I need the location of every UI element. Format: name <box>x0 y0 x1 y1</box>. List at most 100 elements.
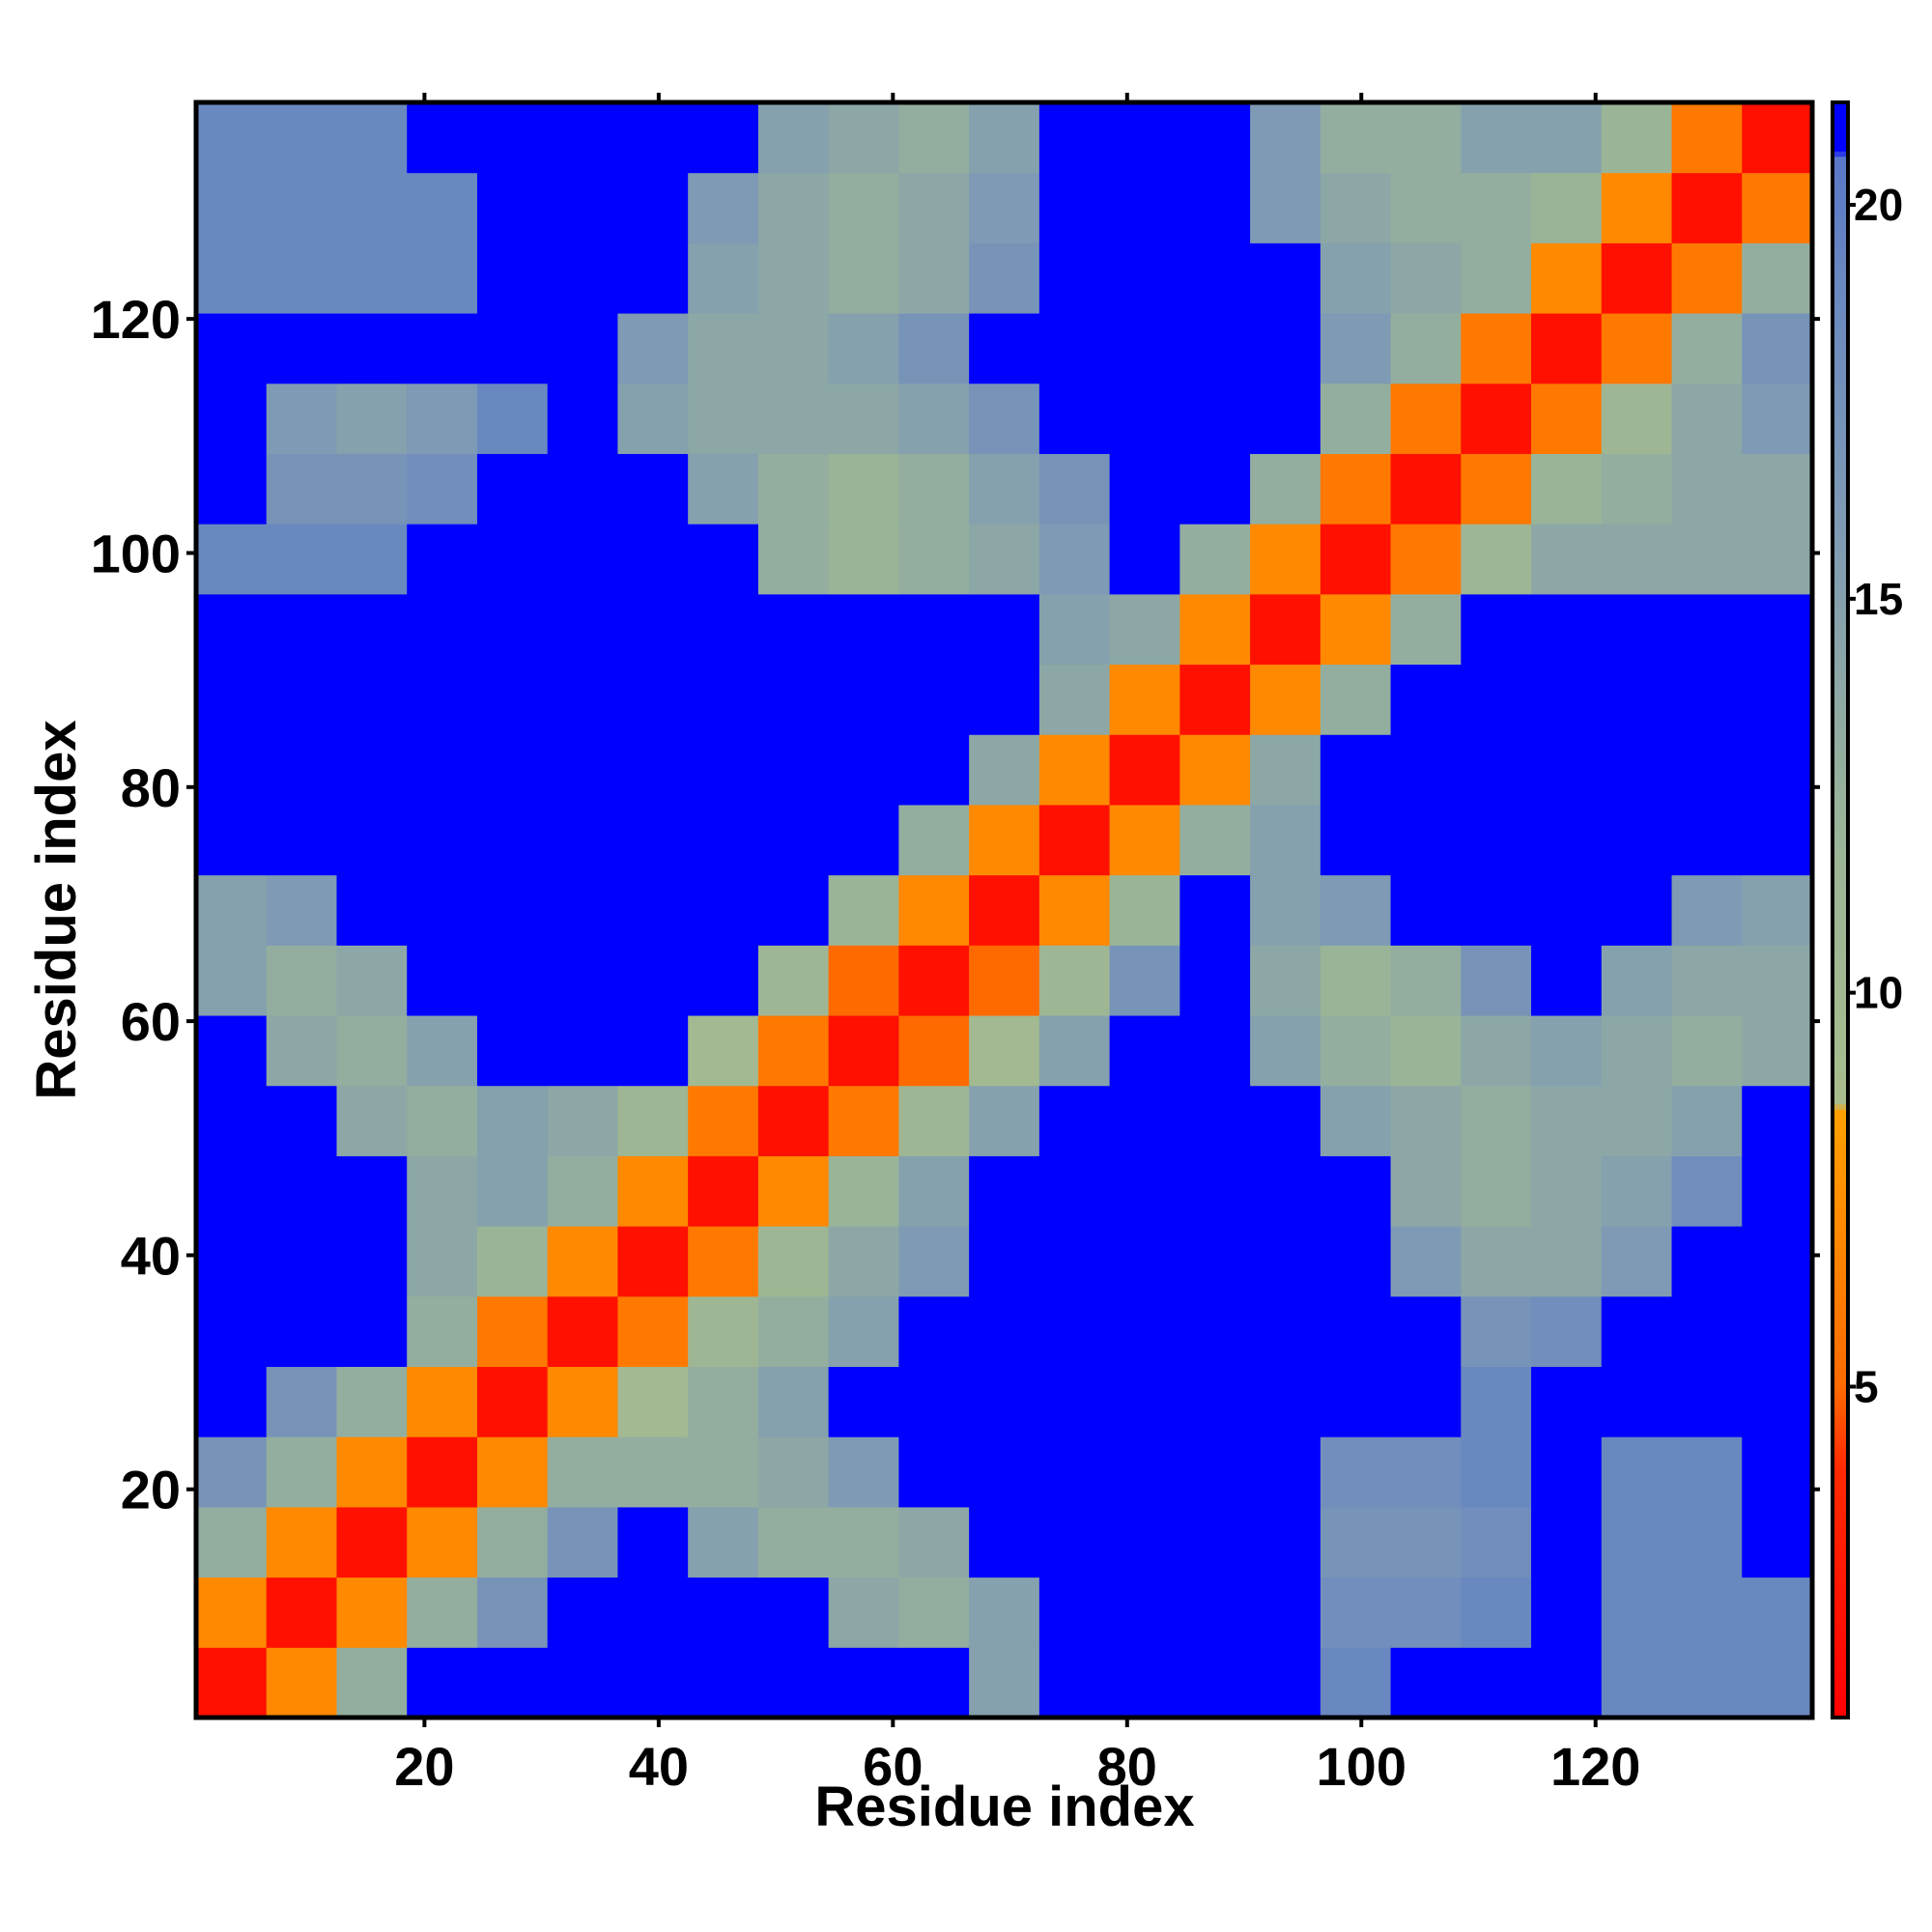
heatmap-cell <box>1320 1577 1392 1648</box>
colorbar-step <box>1833 377 1848 384</box>
heatmap-cell <box>336 1647 408 1719</box>
heatmap-cell <box>688 383 759 454</box>
heatmap-cell <box>828 453 899 525</box>
heatmap-cell <box>1601 1295 1673 1368</box>
heatmap-cell <box>1601 1577 1673 1648</box>
y-tick-label: 40 <box>121 1225 181 1286</box>
heatmap-cell <box>898 1015 970 1087</box>
heatmap-cell <box>1320 1226 1392 1297</box>
heatmap-cell <box>407 102 478 174</box>
heatmap-cell <box>547 1647 618 1719</box>
heatmap-cell <box>1320 874 1392 946</box>
heatmap-cell <box>757 1085 830 1156</box>
y-tick-label: 80 <box>121 757 181 818</box>
colorbar-step <box>1833 764 1848 771</box>
colorbar-step <box>1833 1641 1848 1649</box>
heatmap-cell <box>1390 172 1462 243</box>
heatmap-cell <box>266 1436 337 1508</box>
heatmap-cell <box>1320 1506 1392 1578</box>
colorbar-step <box>1833 1028 1848 1035</box>
colorbar-step <box>1833 1179 1848 1185</box>
heatmap-cell <box>1531 172 1603 243</box>
heatmap-cell <box>1250 734 1321 806</box>
colorbar-step <box>1833 856 1848 863</box>
heatmap-cell <box>1461 593 1532 666</box>
colorbar-step <box>1833 1421 1848 1428</box>
heatmap-cell <box>1461 664 1532 735</box>
heatmap-cell <box>1320 1366 1392 1437</box>
colorbar-step <box>1833 1174 1848 1180</box>
colorbar-step <box>1833 484 1848 491</box>
heatmap-cell <box>476 664 549 735</box>
heatmap-cell <box>1601 1647 1673 1719</box>
colorbar-step <box>1833 199 1848 206</box>
colorbar-tick-label: 15 <box>1854 574 1903 624</box>
heatmap-cell <box>476 102 549 174</box>
heatmap-cell <box>1109 1577 1180 1648</box>
colorbar-step <box>1833 1329 1848 1336</box>
colorbar-step <box>1833 360 1848 367</box>
colorbar-step <box>1833 1555 1848 1562</box>
colorbar-step <box>1833 210 1848 216</box>
colorbar-step <box>1833 657 1848 664</box>
heatmap-cell <box>196 1085 268 1156</box>
heatmap-cell <box>1320 1085 1392 1156</box>
heatmap-cell <box>617 102 689 174</box>
heatmap-cell <box>336 453 408 525</box>
heatmap-cell <box>1320 383 1392 454</box>
heatmap-cell <box>1671 1295 1743 1368</box>
colorbar-step <box>1833 1620 1848 1627</box>
colorbar-step <box>1833 468 1848 475</box>
colorbar-step <box>1833 770 1848 777</box>
heatmap-cell <box>1179 1295 1251 1368</box>
heatmap-cell <box>407 1366 478 1437</box>
heatmap-cell <box>1671 102 1743 174</box>
heatmap-cell <box>547 664 618 735</box>
heatmap-cell <box>617 383 689 454</box>
colorbar-step <box>1833 220 1848 227</box>
heatmap-cell <box>407 804 478 876</box>
heatmap-cell <box>1671 1647 1743 1719</box>
heatmap-cell <box>1671 734 1743 806</box>
heatmap-cell <box>1390 1226 1462 1297</box>
heatmap-cell <box>1179 1155 1251 1227</box>
colorbar-step <box>1833 145 1848 152</box>
heatmap-cell <box>1109 524 1180 595</box>
heatmap-cell <box>547 383 618 454</box>
colorbar-frame <box>1831 100 1850 1719</box>
colorbar-step <box>1833 645 1848 653</box>
colorbar-step <box>1833 570 1848 578</box>
colorbar-step <box>1833 651 1848 658</box>
colorbar-step <box>1833 355 1848 362</box>
heatmap-cell <box>196 1015 268 1087</box>
heatmap-cell <box>266 1226 337 1297</box>
heatmap-cell <box>688 1647 759 1719</box>
heatmap-cell <box>407 524 478 595</box>
heatmap-cell <box>196 1647 268 1719</box>
heatmap-cell <box>196 1436 268 1508</box>
heatmap-cell <box>476 1085 549 1156</box>
colorbar-step <box>1833 436 1848 442</box>
colorbar-step <box>1833 495 1848 502</box>
colorbar-step <box>1833 1065 1848 1072</box>
heatmap-cell <box>266 1015 337 1087</box>
colorbar-step <box>1833 306 1848 313</box>
heatmap-cell <box>1742 874 1813 946</box>
heatmap-cell <box>1531 1436 1603 1508</box>
colorbar-step <box>1833 1147 1848 1153</box>
heatmap-cell <box>1390 242 1462 314</box>
heatmap-cell <box>196 1155 268 1227</box>
heatmap-cell <box>1531 1085 1603 1156</box>
heatmap-cell <box>757 1226 830 1297</box>
y-axis-title: Residue index <box>25 720 88 1099</box>
heatmap-cell <box>1250 1015 1321 1087</box>
heatmap-cell <box>336 945 408 1016</box>
heatmap-cell <box>828 804 899 876</box>
colorbar-step <box>1833 312 1848 319</box>
heatmap-cell <box>969 383 1040 454</box>
colorbar-step <box>1833 624 1848 631</box>
colorbar-step <box>1833 1513 1848 1520</box>
heatmap-cell <box>196 313 268 384</box>
heatmap-cell <box>407 664 478 735</box>
